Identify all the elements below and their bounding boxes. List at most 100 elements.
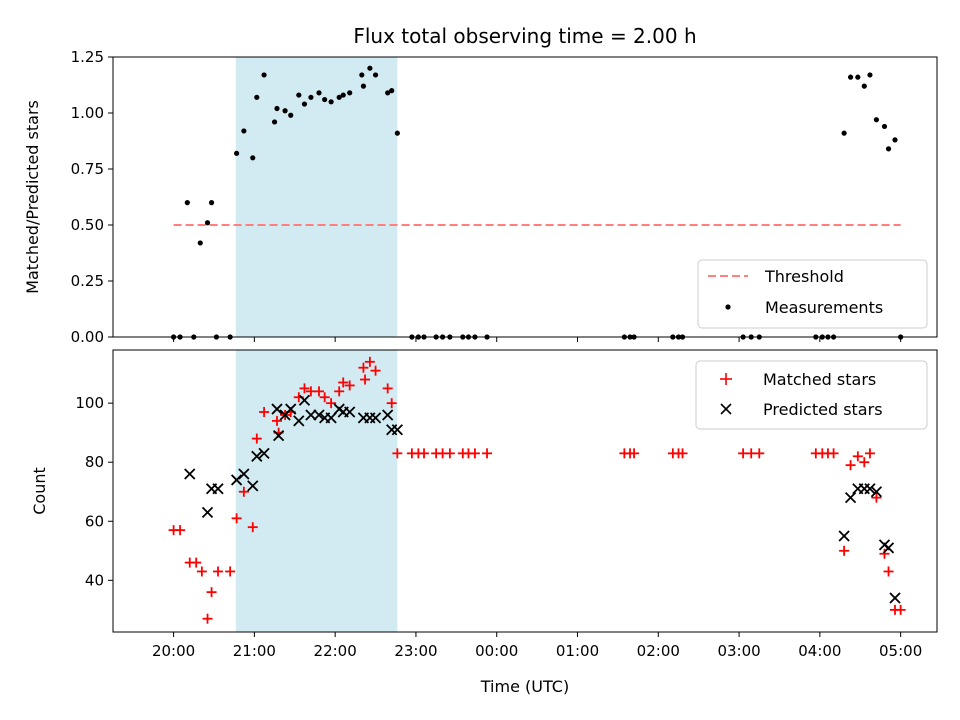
count-y-tick-label: 80: [85, 453, 104, 471]
predicted-star-point: [271, 403, 283, 415]
predicted-star-point: [369, 412, 382, 424]
ratio-legend: Threshold Measurements: [697, 259, 928, 329]
count-y-tick-label: 60: [85, 512, 104, 530]
matched-star-point: [871, 492, 882, 503]
predicted-star-point: [889, 592, 901, 604]
measurement-point: [274, 105, 280, 112]
predicted-star-point: [285, 403, 297, 415]
ratio-y-tick-label: 0.25: [71, 272, 104, 290]
predicted-star-point: [838, 530, 850, 542]
matched-star-point: [338, 377, 349, 388]
ratio-legend-box: [697, 259, 928, 329]
measurement-point: [301, 101, 308, 107]
matched-star-point: [828, 448, 839, 459]
matched-star-point: [334, 386, 345, 397]
matched-star-point: [382, 383, 393, 394]
matched-star-point: [864, 448, 875, 459]
predicted-star-point: [298, 394, 311, 406]
matched-star-point: [883, 566, 894, 577]
measurement-point: [271, 119, 278, 125]
predicted-star-point: [238, 468, 250, 480]
measurement-point: [359, 72, 365, 78]
predicted-star-point: [201, 506, 214, 519]
legend-matched-swatch: [720, 373, 732, 385]
measurement-point: [197, 240, 203, 246]
time-x-tick-label: 02:00: [637, 642, 680, 660]
predicted-star-point: [230, 474, 243, 486]
count-panel-frame: [112, 349, 938, 633]
matched-star-point: [839, 545, 850, 556]
matched-star-point: [364, 356, 375, 367]
time-x-tick-label: 23:00: [394, 642, 437, 660]
measurement-point: [204, 220, 211, 226]
predicted-star-point: [382, 409, 394, 421]
matched-star-point: [314, 386, 324, 397]
count-legend: Matched stars Predicted stars: [695, 360, 928, 430]
predicted-star-point: [325, 412, 337, 424]
time-x-tick-label: 00:00: [475, 642, 518, 660]
matched-star-point: [879, 548, 890, 559]
matched-star-point: [895, 604, 906, 615]
measurement-point: [184, 200, 190, 206]
time-x-tick-label: 01:00: [556, 642, 599, 660]
matched-star-point: [196, 566, 207, 577]
matched-star-point: [231, 513, 242, 524]
matched-star-point: [859, 457, 870, 468]
matched-star-point: [392, 448, 403, 459]
legend-threshold-label: Threshold: [764, 267, 844, 286]
matched-star-point: [677, 448, 688, 459]
ratio-x-ticks: [173, 337, 902, 342]
matched-star-point: [175, 525, 186, 536]
ratio-y-axis-label: Matched/Predicted stars: [23, 100, 42, 294]
legend-predicted-swatch: [720, 403, 732, 415]
measurement-point: [322, 96, 328, 103]
measurement-point: [208, 200, 215, 206]
matched-star-point: [299, 383, 310, 394]
measurement-point: [385, 90, 391, 96]
chart-title: Flux total observing time = 2.00 h: [353, 24, 696, 48]
predicted-star-point: [858, 483, 870, 495]
measurement-point: [250, 155, 256, 161]
predicted-star-point: [258, 447, 270, 459]
measurement-point: [847, 74, 854, 80]
predicted-star-point: [212, 483, 224, 495]
ratio-y-ticks: 0.00 0.25 0.50 0.75 1.00 1.25: [71, 48, 113, 346]
count-panel: 40 60 80 100 20:00 21:00 22:00 23:00 00:00 01:00…: [30, 349, 938, 696]
predicted-star-point: [251, 450, 263, 462]
measurement-point: [261, 72, 267, 78]
matched-star-point: [386, 398, 397, 409]
matched-star-point: [482, 448, 493, 459]
ratio-y-tick-label: 0.00: [71, 328, 104, 346]
matched-star-point: [419, 448, 430, 459]
count-y-axis-label: Count: [30, 467, 49, 515]
predicted-star-point: [305, 409, 317, 421]
measurement-point: [892, 137, 898, 143]
matched-star-point: [444, 448, 455, 459]
matched-star-point: [370, 365, 381, 376]
time-x-ticks: 20:00 21:00 22:00 23:00 00:00 01:00 02:00 03:00…: [152, 632, 922, 660]
matched-star-point: [344, 380, 355, 391]
count-y-tick-label: 100: [75, 394, 104, 412]
time-x-axis-label: Time (UTC): [480, 677, 569, 696]
matched-star-point: [238, 486, 249, 497]
matched-star-point: [754, 448, 765, 459]
time-x-tick-label: 05:00: [879, 642, 922, 660]
measurement-point: [340, 92, 346, 98]
predicted-star-point: [313, 409, 325, 421]
matched-star-point: [213, 566, 224, 577]
ratio-y-tick-label: 0.50: [71, 216, 104, 234]
ratio-panel: 0.00 0.25 0.50 0.75 1.00 1.25 Flux total obse…: [23, 24, 938, 346]
ratio-y-tick-label: 0.75: [71, 160, 104, 178]
measurement-point: [360, 83, 367, 89]
predicted-star-points: [184, 394, 901, 604]
measurement-point: [372, 72, 379, 78]
measurement-point: [367, 65, 373, 71]
matched-star-point: [326, 398, 337, 409]
measurement-point: [241, 128, 247, 134]
measurement-point: [389, 88, 395, 94]
time-x-tick-label: 04:00: [798, 642, 841, 660]
measurement-point: [296, 92, 302, 98]
predicted-star-point: [344, 406, 356, 418]
legend-predicted-label: Predicted stars: [763, 400, 883, 419]
